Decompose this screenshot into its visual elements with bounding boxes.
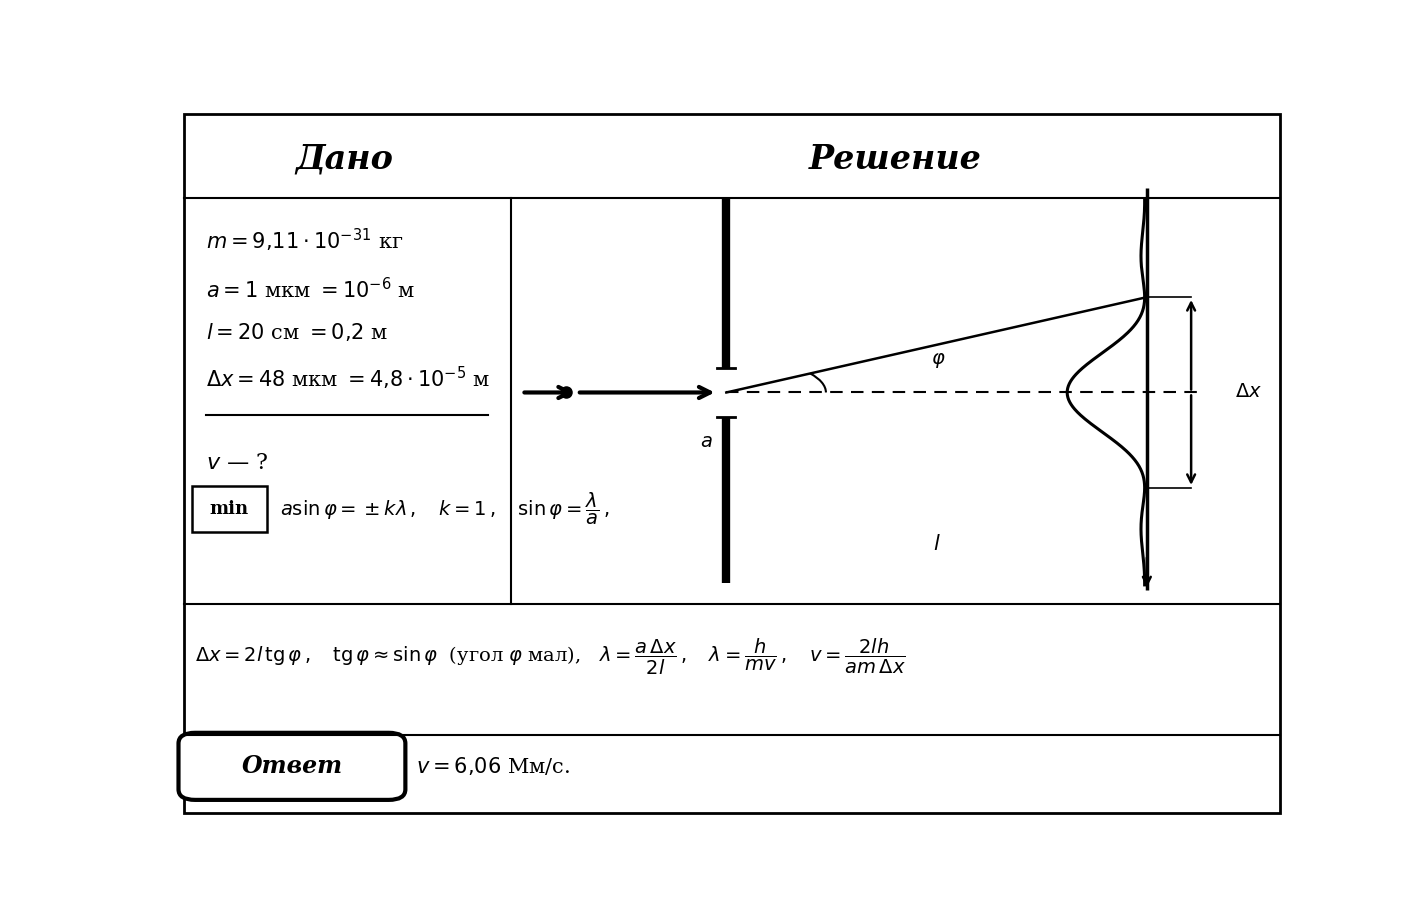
Text: Решение: Решение bbox=[808, 143, 981, 176]
Text: $l$: $l$ bbox=[932, 535, 941, 554]
Text: $a$: $a$ bbox=[700, 433, 713, 451]
Text: $\Delta x = 48$ мкм $= 4{,}8\cdot10^{-5}$ м: $\Delta x = 48$ мкм $= 4{,}8\cdot10^{-5}… bbox=[206, 365, 490, 392]
Text: $v$ — ?: $v$ — ? bbox=[206, 452, 268, 474]
Text: $l = 20$ см $= 0{,}2$ м: $l = 20$ см $= 0{,}2$ м bbox=[206, 322, 388, 344]
Text: $a\sin\varphi = \pm k\lambda\,,$   $k = 1\,,$   $\sin\varphi = \dfrac{\lambda}{a: $a\sin\varphi = \pm k\lambda\,,$ $k = 1\… bbox=[280, 491, 610, 527]
Text: Дано: Дано bbox=[296, 143, 394, 176]
Text: $m = 9{,}11\cdot10^{-31}$ кг: $m = 9{,}11\cdot10^{-31}$ кг bbox=[206, 227, 403, 254]
Text: $v = 6{,}06$ Мм/с.: $v = 6{,}06$ Мм/с. bbox=[417, 756, 571, 778]
Text: $\varphi$: $\varphi$ bbox=[931, 351, 945, 370]
FancyBboxPatch shape bbox=[178, 733, 406, 800]
Text: $\Delta x$: $\Delta x$ bbox=[1235, 383, 1262, 402]
Text: $\Delta x = 2l\,\mathrm{tg}\,\varphi\,,$   $\mathrm{tg}\,\varphi \approx \sin\va: $\Delta x = 2l\,\mathrm{tg}\,\varphi\,,$… bbox=[196, 637, 905, 678]
Text: $a = 1$ мкм $= 10^{-6}$ м: $a = 1$ мкм $= 10^{-6}$ м bbox=[206, 278, 416, 303]
Text: Ответ: Ответ bbox=[241, 755, 343, 779]
Text: min: min bbox=[210, 500, 248, 518]
FancyBboxPatch shape bbox=[191, 486, 267, 532]
